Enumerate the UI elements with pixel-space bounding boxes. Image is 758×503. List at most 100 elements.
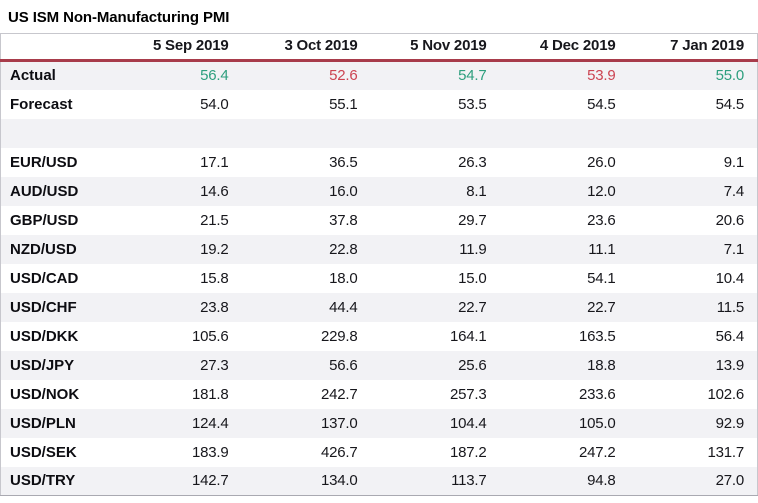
value-cell: 44.4 [329,298,358,316]
value-cell: 56.4 [715,327,745,345]
header-corner-cell [0,33,113,62]
page-title: US ISM Non-Manufacturing PMI [8,9,230,26]
value-cell: 52.6 [329,67,358,85]
value-cell: 18.8 [587,356,616,374]
value-cell: 55.1 [329,95,358,113]
value-cell: 233.6 [578,385,616,403]
value-cell: 7.4 [723,182,744,200]
table-row: Forecast 54.0 55.1 53.5 54.5 54.5 [0,89,758,119]
value-cell: 229.8 [320,327,358,345]
spacer-cell [113,119,242,148]
column-header-date-4: 4 Dec 2019 [499,33,629,62]
row-label: USD/CAD [10,269,79,287]
value-cell: 137.0 [320,414,358,432]
value-cell: 134.0 [241,466,371,496]
value-cell: 27.0 [628,466,758,496]
value-cell: 9.1 [723,153,744,171]
table-row: USD/CAD 15.8 18.0 15.0 54.1 10.4 [0,263,758,293]
table-body: Actual 56.4 52.6 54.7 53.9 55.0 Forecast 54.0 55… [0,60,758,496]
row-label: AUD/USD [10,182,79,200]
value-cell: 56.4 [200,67,229,85]
table-row: EUR/USD 17.1 36.5 26.3 26.0 9.1 [0,147,758,177]
column-header-date-3: 5 Nov 2019 [370,33,500,62]
row-label: NZD/USD [10,240,77,258]
value-cell: 22.7 [587,298,616,316]
value-cell: 257.3 [449,385,487,403]
header-row: 5 Sep 2019 3 Oct 2019 5 Nov 2019 4 Dec 2… [0,33,758,62]
value-cell: 12.0 [587,182,616,200]
table-row: GBP/USD 21.5 37.8 29.7 23.6 20.6 [0,205,758,235]
value-cell: 164.1 [449,327,487,345]
row-label: USD/NOK [10,385,80,403]
value-cell: 19.2 [200,240,229,258]
value-cell: 15.0 [458,269,487,287]
value-cell: 105.6 [191,327,229,345]
value-cell: 23.6 [587,211,616,229]
value-cell: 113.7 [370,466,500,496]
value-cell: 181.8 [191,385,229,403]
value-cell: 22.7 [458,298,487,316]
value-cell: 104.4 [449,414,487,432]
column-header-date-5: 7 Jan 2019 [628,33,758,62]
row-label: USD/CHF [10,298,77,316]
value-cell: 13.9 [715,356,745,374]
value-cell: 53.5 [458,95,487,113]
value-cell: 26.3 [458,153,487,171]
table-row: AUD/USD 14.6 16.0 8.1 12.0 7.4 [0,176,758,206]
table-row: USD/SEK 183.9 426.7 187.2 247.2 131.7 [0,437,758,467]
value-cell: 56.6 [329,356,358,374]
value-cell: 22.8 [329,240,358,258]
value-cell: 14.6 [200,182,229,200]
value-cell: 10.4 [715,269,745,287]
spacer-cell [371,119,500,148]
row-label: Forecast [10,95,73,113]
value-cell: 11.9 [459,240,487,258]
value-cell: 92.9 [715,414,745,432]
value-cell: 36.5 [329,153,358,171]
spacer-cell [500,119,629,148]
value-cell: 183.9 [191,443,229,461]
value-cell: 27.3 [200,356,229,374]
table-row: USD/CHF 23.8 44.4 22.7 22.7 11.5 [0,292,758,322]
table-row: USD/JPY 27.3 56.6 25.6 18.8 13.9 [0,350,758,380]
value-cell: 23.8 [200,298,229,316]
value-cell: 16.0 [329,182,358,200]
value-cell: 242.7 [320,385,358,403]
value-cell: 21.5 [200,211,229,229]
value-cell: 7.1 [723,240,744,258]
value-cell: 20.6 [715,211,745,229]
value-cell: 187.2 [449,443,487,461]
value-cell: 54.7 [458,67,487,85]
value-cell: 18.0 [329,269,358,287]
column-header-date-2: 3 Oct 2019 [241,33,371,62]
spacer-row [0,118,758,148]
value-cell: 53.9 [587,67,616,85]
value-cell: 426.7 [320,443,358,461]
value-cell: 11.5 [716,298,744,316]
column-header-date-1: 5 Sep 2019 [112,33,242,62]
value-cell: 163.5 [578,327,616,345]
spacer-cell [629,119,758,148]
value-cell: 105.0 [578,414,616,432]
value-cell: 15.8 [200,269,229,287]
row-label: Actual [10,67,56,85]
value-cell: 247.2 [578,443,616,461]
value-cell: 29.7 [458,211,487,229]
table-row: NZD/USD 19.2 22.8 11.9 11.1 7.1 [0,234,758,264]
table-row: USD/NOK 181.8 242.7 257.3 233.6 102.6 [0,379,758,409]
pmi-event-table: 5 Sep 2019 3 Oct 2019 5 Nov 2019 4 Dec 2… [0,33,758,496]
row-label: USD/SEK [10,443,77,461]
row-label: GBP/USD [10,211,79,229]
table-row: USD/PLN 124.4 137.0 104.4 105.0 92.9 [0,408,758,438]
value-cell: 55.0 [715,67,745,85]
value-cell: 17.1 [200,153,229,171]
value-cell: 37.8 [329,211,358,229]
value-cell: 11.1 [588,240,616,258]
value-cell: 54.1 [587,269,616,287]
table-row: USD/DKK 105.6 229.8 164.1 163.5 56.4 [0,321,758,351]
row-label: EUR/USD [10,153,78,171]
table-header: 5 Sep 2019 3 Oct 2019 5 Nov 2019 4 Dec 2… [0,33,758,62]
value-cell: 25.6 [458,356,487,374]
row-label: USD/TRY [0,466,113,496]
